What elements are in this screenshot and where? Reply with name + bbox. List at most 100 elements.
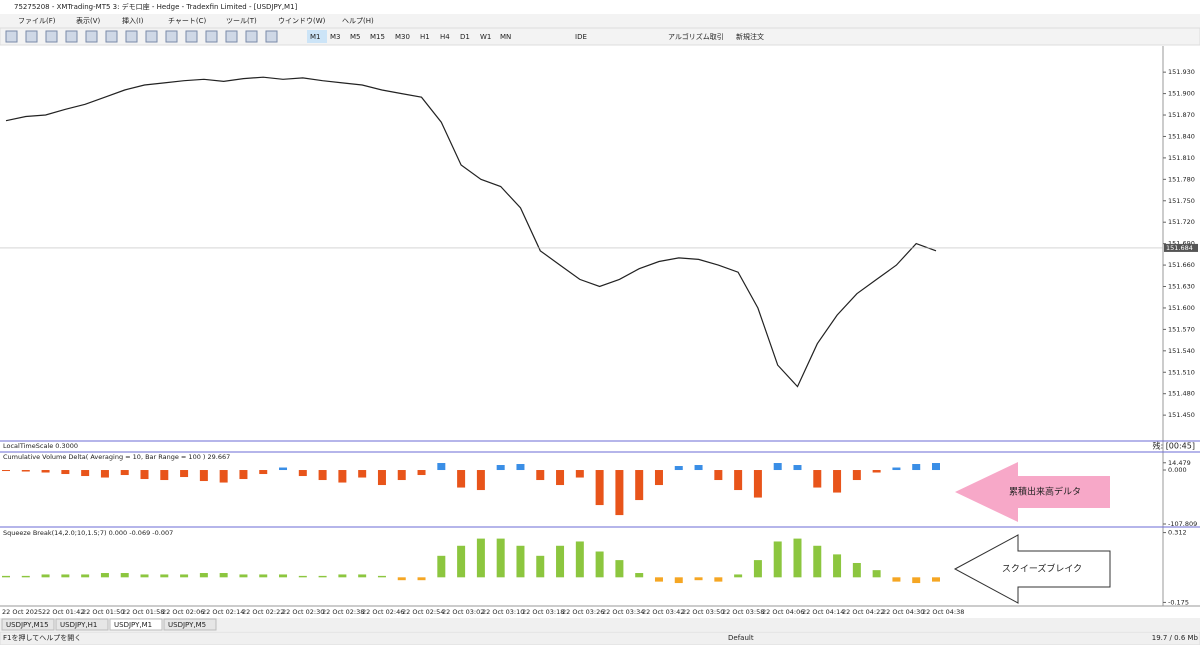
timeframe-button[interactable]: MN: [500, 33, 511, 41]
time-label: 22 Oct 02:54: [402, 608, 444, 616]
histogram-bar: [21, 575, 30, 578]
tab[interactable]: [109, 618, 163, 631]
status-profile: Default: [728, 634, 754, 642]
tool-icon[interactable]: [65, 30, 78, 43]
y-tick-label: 0.312: [1168, 529, 1187, 537]
histogram-bar: [674, 577, 683, 584]
tool-icon[interactable]: [205, 30, 218, 43]
histogram-bar: [516, 545, 525, 578]
time-label: 22 Oct 01:58: [122, 608, 164, 616]
menu-item[interactable]: ツール(T): [226, 17, 257, 25]
tool-icon[interactable]: [265, 30, 278, 43]
timeframe-button[interactable]: M15: [370, 33, 385, 41]
histogram-bar: [338, 470, 347, 483]
time-label: 22 Oct 03:18: [522, 608, 564, 616]
timeframe-button[interactable]: M30: [395, 33, 410, 41]
histogram-bar: [358, 574, 367, 578]
histogram-bar: [180, 574, 189, 578]
tool-icon[interactable]: [185, 30, 198, 43]
timeframe-button[interactable]: H1: [420, 33, 430, 41]
annotation: スクイーズブレイク: [1002, 563, 1082, 575]
tool-icon[interactable]: [45, 30, 58, 43]
histogram-bar: [298, 470, 307, 477]
histogram-bar: [773, 541, 782, 578]
menu-item[interactable]: ヘルプ(H): [342, 17, 374, 25]
histogram-bar: [160, 574, 169, 578]
y-tick-label: 14.479: [1168, 459, 1191, 467]
tab[interactable]: [55, 618, 109, 631]
y-tick-label: 151.780: [1168, 175, 1195, 183]
tab-label[interactable]: USDJPY,M1: [114, 621, 152, 629]
menu-item[interactable]: ファイル(F): [18, 17, 56, 25]
histogram-bar: [734, 470, 743, 491]
tab-label[interactable]: USDJPY,H1: [60, 621, 97, 629]
time-label: 22 Oct 02:46: [362, 608, 404, 616]
histogram-bar: [615, 470, 624, 516]
histogram-bar: [476, 538, 485, 578]
timeframe-button[interactable]: W1: [480, 33, 491, 41]
time-label: 22 Oct 03:58: [722, 608, 764, 616]
time-label: 22 Oct 03:50: [682, 608, 724, 616]
timeframe-button[interactable]: M1: [310, 33, 321, 41]
tab-bar: [0, 618, 1200, 631]
y-tick-label: -107.809: [1168, 520, 1197, 528]
histogram-bar: [140, 574, 149, 578]
histogram-bar: [674, 466, 683, 471]
histogram-bar: [932, 577, 940, 582]
menu-item[interactable]: 表示(V): [76, 16, 101, 25]
tool-icon[interactable]: [105, 30, 118, 43]
time-label: 22 Oct 02:38: [322, 608, 364, 616]
histogram-bar: [734, 574, 743, 578]
time-label: 22 Oct 04:38: [922, 608, 964, 616]
y-tick-label: 151.840: [1168, 132, 1195, 140]
tool-icon[interactable]: [245, 30, 258, 43]
tool-icon[interactable]: [225, 30, 238, 43]
histogram-bar: [516, 464, 525, 471]
histogram-bar: [437, 555, 446, 578]
tool-icon[interactable]: [5, 30, 18, 43]
histogram-bar: [397, 577, 406, 581]
annotation-arrow: [953, 534, 1111, 604]
toolbar-button[interactable]: 新規注文: [736, 32, 764, 41]
time-label: 22 Oct 02:22: [242, 608, 284, 616]
timeframe-button[interactable]: D1: [460, 33, 470, 41]
time-label: 22 Oct 03:34: [602, 608, 644, 616]
histogram-bar: [397, 470, 406, 481]
histogram-bar: [259, 574, 268, 578]
tab[interactable]: [163, 618, 217, 631]
histogram-bar: [833, 470, 842, 493]
histogram-bar: [496, 538, 505, 578]
toolbar-button[interactable]: IDE: [575, 33, 587, 41]
timeframe-active: [307, 30, 327, 43]
timeframe-button[interactable]: M5: [350, 33, 361, 41]
y-tick-label: 151.510: [1168, 368, 1195, 376]
chart-area: [0, 46, 1200, 606]
histogram-bar: [239, 574, 248, 578]
tool-icon[interactable]: [125, 30, 138, 43]
y-tick-label: 151.600: [1168, 304, 1195, 312]
tab-label[interactable]: USDJPY,M15: [6, 621, 49, 629]
tab-label[interactable]: USDJPY,M5: [168, 621, 206, 629]
histogram-bar: [556, 545, 565, 578]
timeframe-button[interactable]: H4: [440, 33, 450, 41]
histogram-bar: [41, 574, 50, 578]
tool-icon[interactable]: [85, 30, 98, 43]
annotation-arrow: [955, 462, 1110, 522]
histogram-bar: [417, 470, 426, 476]
status-help: F1を押してヘルプを開く: [3, 633, 81, 642]
tool-icon[interactable]: [165, 30, 178, 43]
tool-icon[interactable]: [25, 30, 38, 43]
menu-item[interactable]: 挿入(I): [122, 16, 144, 25]
timeframe-button[interactable]: M3: [330, 33, 341, 41]
y-tick-label: 151.480: [1168, 390, 1195, 398]
menu-item[interactable]: ウインドウ(W): [278, 17, 326, 25]
tool-icon[interactable]: [145, 30, 158, 43]
menu-item[interactable]: チャート(C): [168, 17, 207, 25]
time-label: 22 Oct 01:50: [82, 608, 124, 616]
histogram-bar: [81, 470, 90, 477]
toolbar-button[interactable]: アルゴリズム取引: [668, 32, 724, 41]
histogram-bar: [199, 470, 208, 482]
tab[interactable]: [1, 618, 55, 631]
histogram-bar: [318, 575, 327, 578]
histogram-bar: [852, 470, 861, 481]
